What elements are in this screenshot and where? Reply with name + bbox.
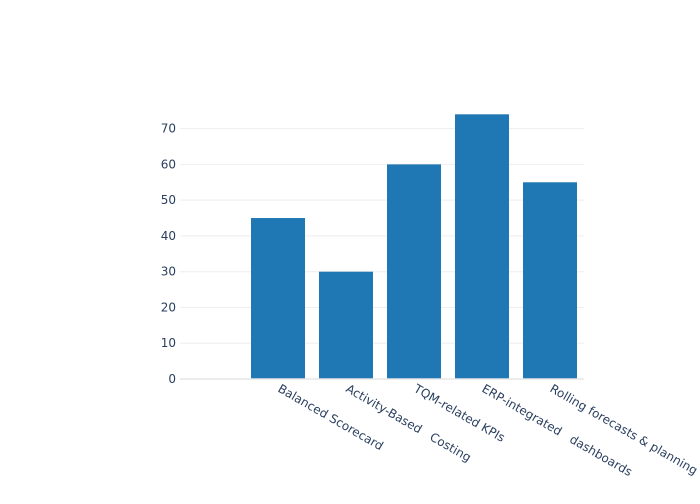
bar[interactable] [319, 272, 373, 379]
y-tick-label: 30 [161, 265, 176, 279]
y-tick-label: 0 [168, 372, 176, 386]
y-tick-label: 60 [161, 157, 176, 171]
bar[interactable] [523, 182, 577, 379]
y-tick-label: 50 [161, 193, 176, 207]
y-tick-label: 40 [161, 229, 176, 243]
bar[interactable] [387, 164, 441, 379]
y-tick-label: 20 [161, 300, 176, 314]
y-tick-label: 10 [161, 336, 176, 350]
x-tick-label: Activity-Based Costing [344, 381, 474, 464]
bar[interactable] [251, 218, 305, 379]
y-tick-label: 70 [161, 122, 176, 136]
bars [251, 114, 577, 379]
bar[interactable] [455, 114, 509, 379]
